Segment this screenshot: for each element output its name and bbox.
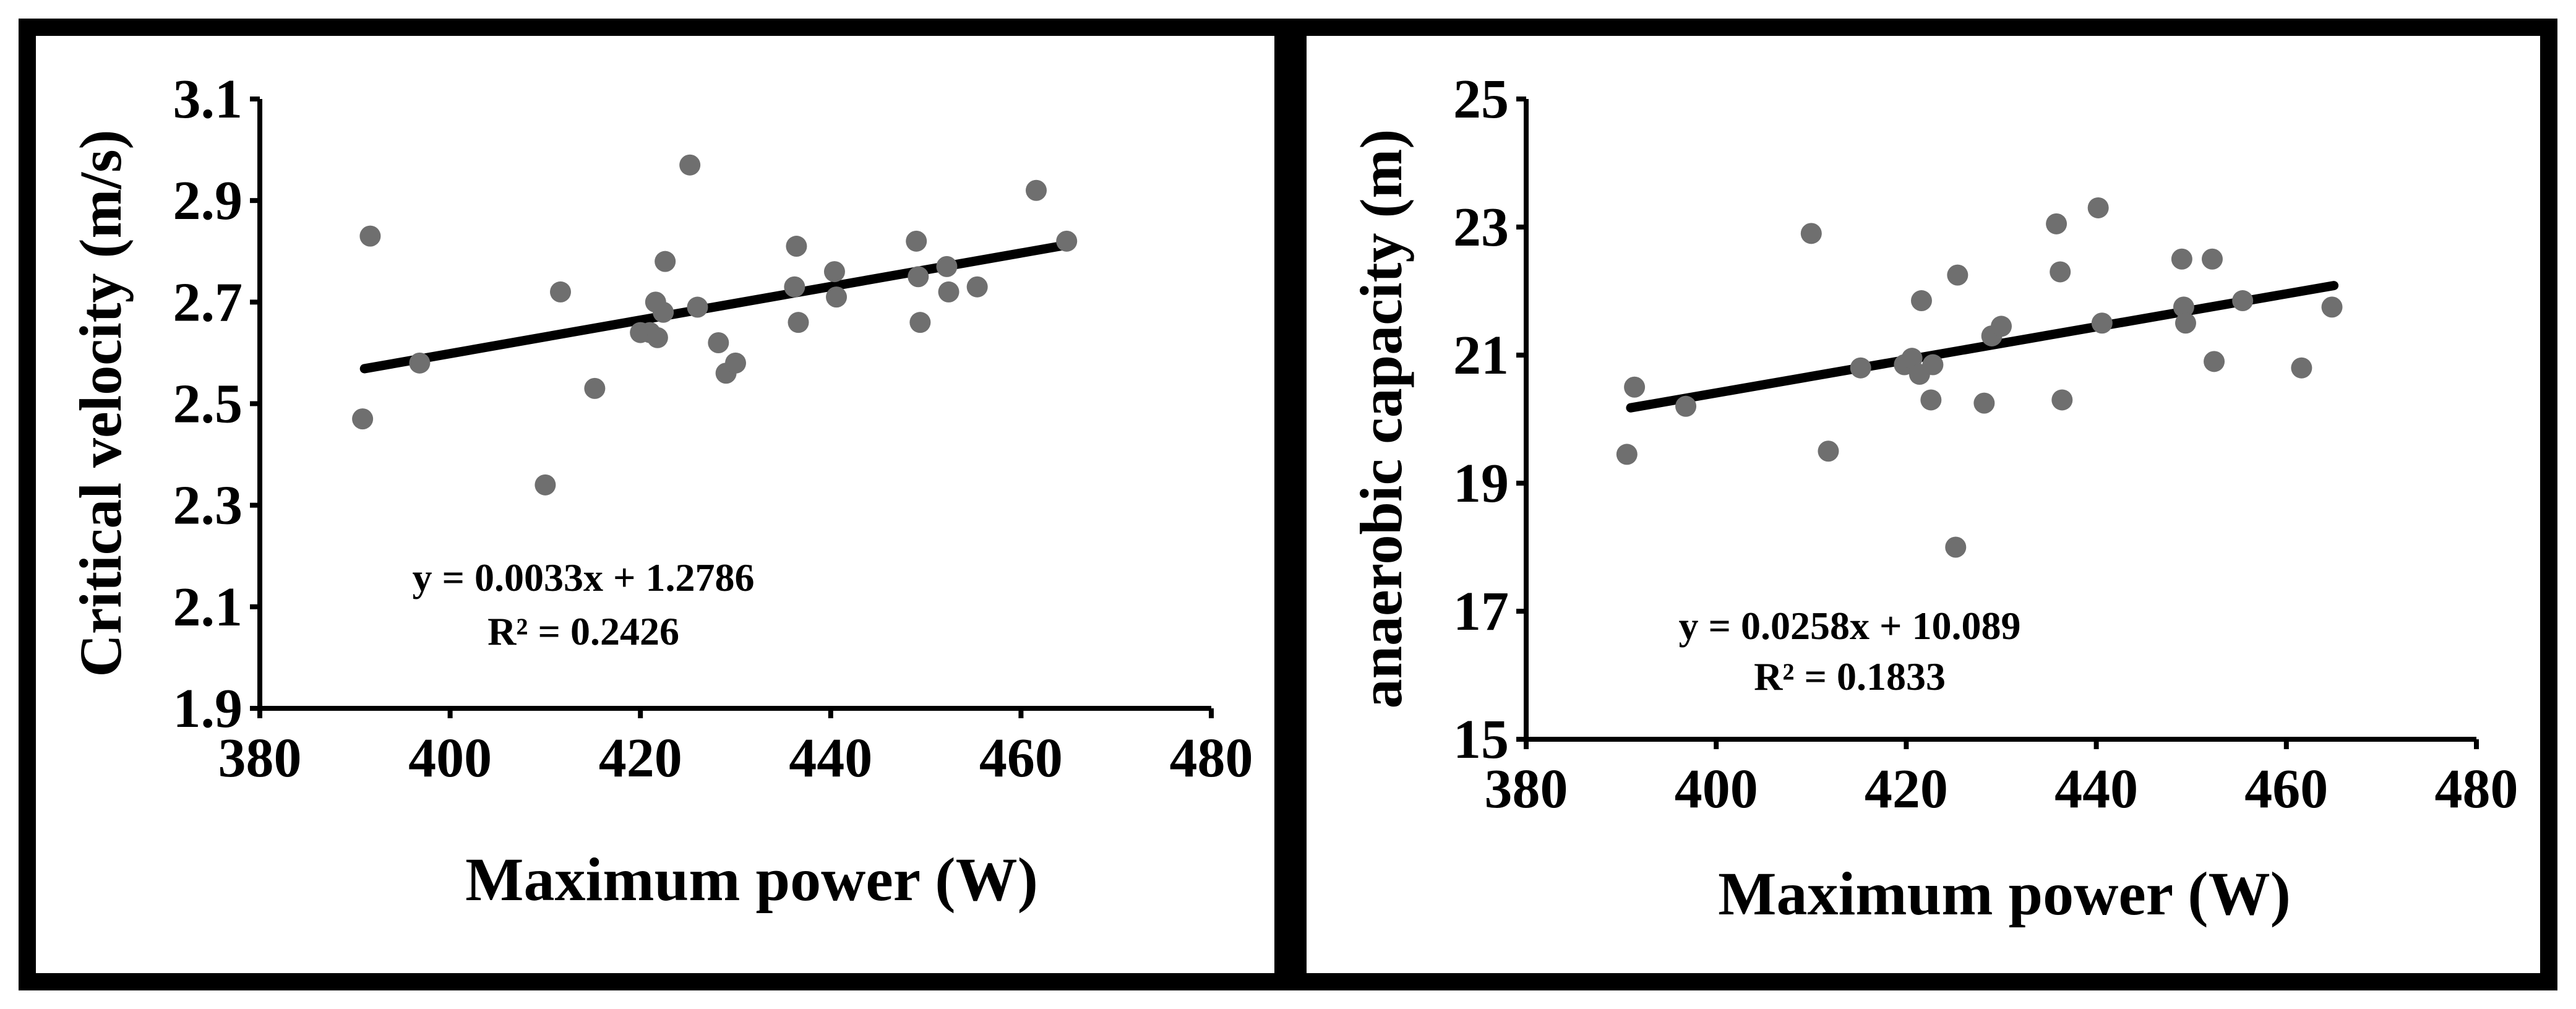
y-axis-title: anaerobic capacity (m)	[1348, 129, 1414, 709]
x-tick-label: 480	[2435, 758, 2518, 820]
data-point	[2291, 357, 2312, 379]
data-point	[2051, 389, 2073, 411]
trendline-equation: y = 0.0033x + 1.2786	[413, 556, 755, 599]
data-point	[2046, 213, 2067, 234]
data-point	[1991, 316, 2012, 337]
data-point	[2171, 248, 2192, 270]
y-tick-label: 23	[1453, 197, 1509, 258]
data-point	[550, 281, 572, 303]
x-tick-label: 380	[218, 728, 302, 789]
y-tick-label: 17	[1453, 581, 1509, 642]
x-tick-label: 440	[2054, 758, 2138, 820]
data-point	[1922, 354, 1944, 376]
r-squared: R² = 0.1833	[1754, 655, 1946, 698]
y-tick-label: 2.5	[173, 374, 243, 435]
y-axis-title: Critical velocity (m/s)	[67, 130, 134, 677]
x-tick-label: 460	[979, 728, 1063, 789]
data-point	[2091, 312, 2113, 334]
data-point	[352, 408, 374, 430]
data-point	[936, 255, 958, 277]
data-point	[908, 266, 929, 288]
data-point	[1026, 179, 1047, 201]
y-tick-label: 1.9	[173, 678, 243, 739]
data-point	[655, 251, 676, 272]
y-tick-label: 3.1	[173, 69, 243, 130]
data-point	[687, 296, 708, 318]
data-point	[1616, 444, 1638, 465]
x-tick-label: 420	[599, 728, 682, 789]
y-tick-label: 2.3	[173, 475, 243, 536]
data-point	[1818, 440, 1839, 462]
data-point	[906, 230, 927, 252]
data-point	[1920, 389, 1942, 411]
x-tick-label: 440	[789, 728, 872, 789]
data-point	[584, 377, 606, 399]
panel-border	[19, 19, 1292, 990]
data-point	[2175, 312, 2196, 334]
data-point	[679, 154, 701, 176]
y-tick-label: 2.7	[173, 272, 243, 333]
data-point	[966, 276, 988, 298]
x-tick-label: 480	[1170, 728, 1253, 789]
x-tick-label: 380	[1485, 758, 1568, 820]
x-tick-label: 400	[408, 728, 492, 789]
data-point	[786, 236, 807, 257]
data-point	[1624, 376, 1646, 398]
y-tick-label: 15	[1453, 709, 1509, 770]
y-tick-label: 25	[1453, 69, 1509, 130]
data-point	[1800, 223, 1822, 244]
data-point	[1056, 230, 1078, 252]
data-point	[1675, 395, 1697, 417]
data-point	[725, 352, 746, 374]
data-point	[2321, 296, 2343, 318]
data-point	[1901, 348, 1923, 369]
trendline-equation: y = 0.0258x + 10.089	[1679, 604, 2021, 648]
data-point	[2173, 296, 2194, 318]
y-tick-label: 2.9	[173, 170, 243, 231]
data-point	[646, 327, 668, 348]
data-point	[1910, 290, 1932, 312]
data-point	[938, 281, 960, 303]
chart-panel-anaerobic-capacity: 15 17 19 21 23 25 380 400 420 440 460 480 y = 0.025…	[1289, 19, 2557, 990]
data-point	[909, 312, 931, 333]
data-point	[823, 261, 845, 283]
r-squared: R² = 0.2426	[487, 609, 679, 653]
x-tick-label: 460	[2244, 758, 2328, 820]
data-point	[359, 225, 381, 247]
x-axis-title: Maximum power (W)	[465, 845, 1038, 914]
data-point	[1850, 357, 1871, 379]
data-point	[826, 286, 848, 308]
data-point	[784, 276, 805, 298]
x-tick-label: 400	[1675, 758, 1758, 820]
y-tick-label: 19	[1453, 453, 1509, 514]
data-point	[409, 352, 431, 374]
data-point	[535, 474, 556, 496]
trendline	[1626, 281, 2339, 413]
data-point	[708, 332, 729, 353]
data-point	[2087, 197, 2109, 218]
data-point	[788, 312, 809, 333]
data-point	[2201, 248, 2223, 270]
x-tick-label: 420	[1865, 758, 1948, 820]
x-axis-title: Maximum power (W)	[1718, 859, 2291, 928]
data-point	[2050, 261, 2071, 283]
data-point	[2232, 290, 2254, 312]
data-point	[1973, 392, 1995, 414]
data-point	[1947, 264, 1968, 286]
data-point	[2204, 351, 2225, 372]
y-tick-label: 21	[1453, 325, 1509, 386]
data-point	[653, 301, 674, 323]
y-tick-label: 2.1	[173, 577, 243, 638]
panel-border	[1289, 19, 2557, 990]
data-point	[1945, 536, 1967, 558]
